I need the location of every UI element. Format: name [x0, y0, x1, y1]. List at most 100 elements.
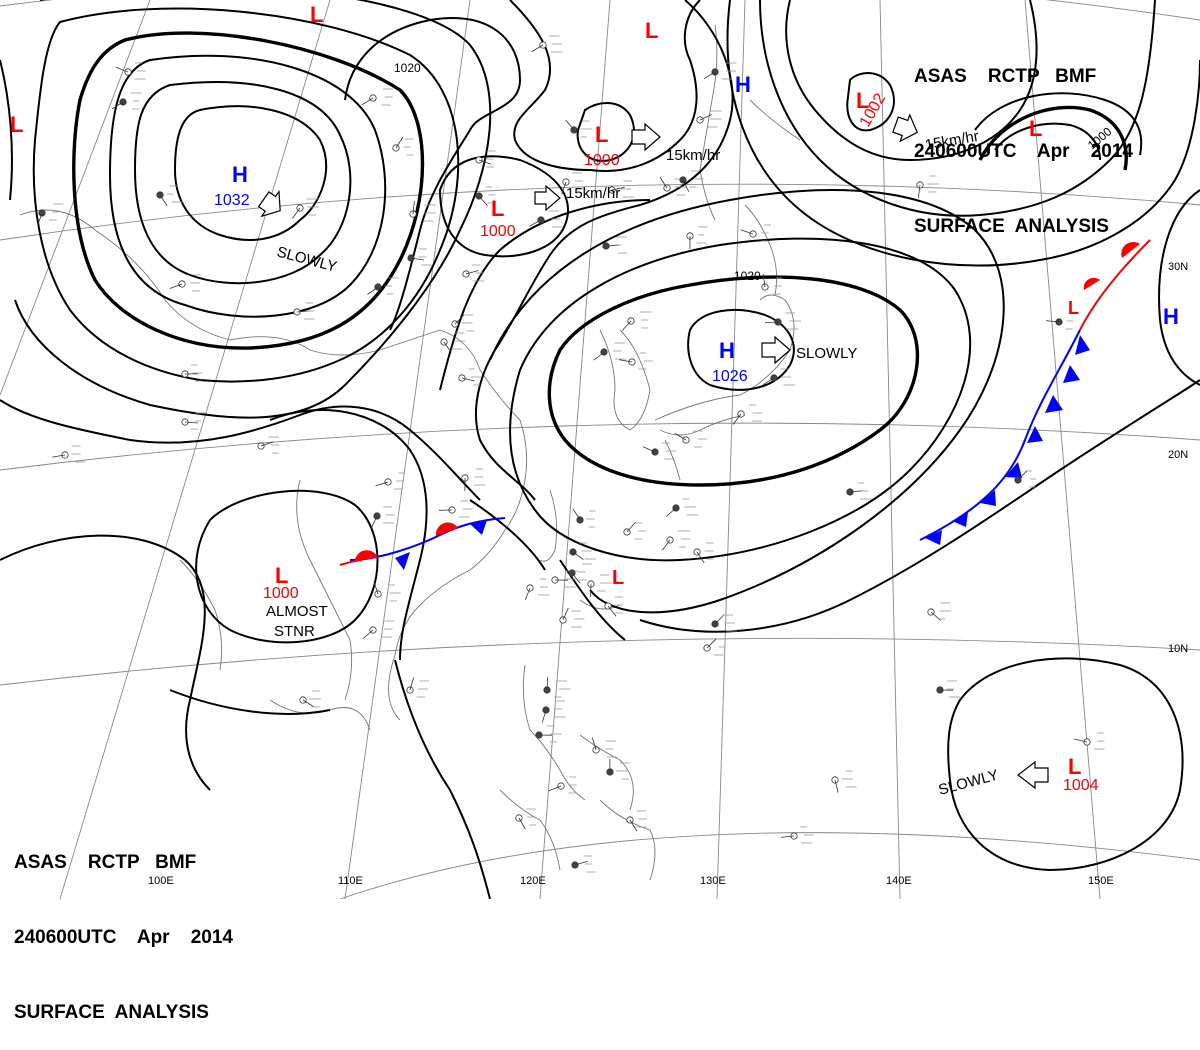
station-plot-icon [712, 615, 737, 631]
station-plot-icon [832, 771, 857, 793]
pressure-value: 1032 [214, 192, 250, 209]
station-plot-icon [439, 501, 473, 517]
station-plot-icon [573, 509, 595, 527]
isobar-label: 1020 [394, 61, 421, 75]
station-plot-icon [182, 413, 207, 429]
motion-label: SLOWLY [796, 345, 857, 362]
station-plot-icon [393, 137, 414, 155]
station-plot-icon [572, 856, 596, 872]
motion-label: SLOWLY [937, 767, 1001, 799]
station-plot-icon [937, 681, 960, 697]
low-pressure-icon: L 1000 [263, 563, 299, 602]
station-plot-icon [549, 777, 577, 793]
pressure-value: 1000 [584, 152, 620, 169]
low-pressure-icon: L 1004 [1063, 754, 1099, 794]
isobar-label: 1020 [734, 269, 761, 283]
movement-arrow-icon [632, 124, 660, 150]
low-pressure-icon: L [612, 567, 624, 589]
motion-label: ALMOST [266, 603, 328, 620]
pressure-value: 1004 [1063, 777, 1099, 794]
station-plot-icon [376, 473, 405, 489]
header-station-line: ASAS RCTP BMF [914, 64, 1133, 89]
station-plot-icon [536, 726, 562, 742]
svg-text:H: H [735, 72, 751, 97]
svg-text:L: L [1068, 754, 1081, 779]
station-plot-icon [592, 738, 617, 758]
station-plot-icon [463, 265, 485, 281]
svg-text:H: H [232, 162, 248, 187]
motion-label: SLOWLY [275, 243, 339, 275]
low-pressure-icon: L [645, 18, 658, 43]
station-plot-icon [622, 312, 652, 331]
pressure-value: 1026 [712, 368, 748, 385]
station-plot-icon [619, 353, 653, 369]
station-plot-icon [697, 111, 722, 127]
station-plot-icon [530, 211, 563, 227]
station-plot-icon [300, 691, 321, 707]
fronts [340, 240, 1150, 570]
station-plot-icon [525, 579, 549, 600]
svg-text:L: L [10, 112, 23, 137]
station-plot-icon [588, 575, 612, 597]
pressure-value: 1000 [263, 585, 299, 602]
station-plot-icon [116, 63, 146, 79]
station-plot-icon [52, 446, 85, 462]
station-plot-icon [594, 343, 626, 360]
station-plot-icon [112, 93, 141, 109]
station-plot-icon [741, 225, 771, 241]
longitude-label: 140E [886, 875, 912, 887]
svg-text:L: L [491, 196, 504, 221]
low-pressure-icon: L [310, 2, 323, 27]
station-plot-icon [733, 405, 762, 424]
movement-arrow-icon [535, 186, 560, 210]
station-plot-icon [362, 89, 393, 105]
low-pressure-icon: L 1000 [480, 196, 516, 240]
motion-label: 15km/hr [566, 185, 620, 202]
station-plot-icon [694, 543, 714, 563]
station-plot-icon [294, 303, 315, 319]
high-pressure-icon: H 1032 [214, 162, 250, 209]
station-plot-icon [687, 227, 708, 249]
svg-text:L: L [1068, 298, 1079, 318]
chart-header-top-right: ASAS RCTP BMF 240600UTC Apr 2014 SURFACE… [914, 14, 1133, 264]
station-plot-icon [781, 827, 814, 843]
station-plot-icon [662, 531, 690, 550]
svg-text:L: L [595, 122, 608, 147]
header-time-line: 240600UTC Apr 2014 [914, 139, 1133, 164]
longitude-label: 120E [520, 875, 546, 887]
station-plot-icon [258, 437, 279, 453]
station-plot-icon [569, 564, 593, 583]
station-plot-icon [704, 63, 737, 79]
pressure-value: 1000 [480, 223, 516, 240]
high-pressure-icon: H [735, 72, 751, 97]
lat-lon-labels: 30N 20N 10N 100E 110E 120E 130E 140E 150… [148, 261, 1188, 887]
low-pressure-icon: L [1068, 298, 1079, 318]
station-plot-icon [462, 469, 485, 491]
svg-text:L: L [612, 567, 624, 589]
station-plot-icon [603, 237, 627, 253]
svg-text:L: L [310, 2, 323, 27]
station-plot-icon [680, 171, 704, 192]
station-plot-icon [928, 603, 951, 621]
svg-text:H: H [1163, 304, 1179, 329]
low-pressure-icon: L [10, 112, 23, 137]
station-plot-icon [452, 315, 474, 331]
svg-text:L: L [645, 18, 658, 43]
header-station-line: ASAS RCTP BMF [14, 850, 233, 875]
station-plot-icon [666, 499, 698, 517]
station-plot-icon [38, 204, 64, 225]
high-pressure-icon: H 1026 [712, 338, 748, 385]
longitude-label: 150E [1088, 875, 1114, 887]
cold-front-icon [925, 335, 1090, 545]
station-plot-icon [607, 759, 630, 779]
longitude-label: 110E [338, 875, 363, 887]
station-plot-icon [704, 639, 728, 655]
chart-header-bottom-left: ASAS RCTP BMF 240600UTC Apr 2014 SURFACE… [14, 800, 233, 1050]
latitude-label: 10N [1168, 643, 1188, 655]
station-plot-icon [624, 522, 647, 539]
station-plot-icon [1074, 733, 1104, 749]
movement-arrow-icon [762, 337, 790, 363]
station-plot-icon [407, 678, 429, 698]
station-plot-icon [560, 608, 585, 627]
longitude-label: 130E [700, 875, 726, 887]
